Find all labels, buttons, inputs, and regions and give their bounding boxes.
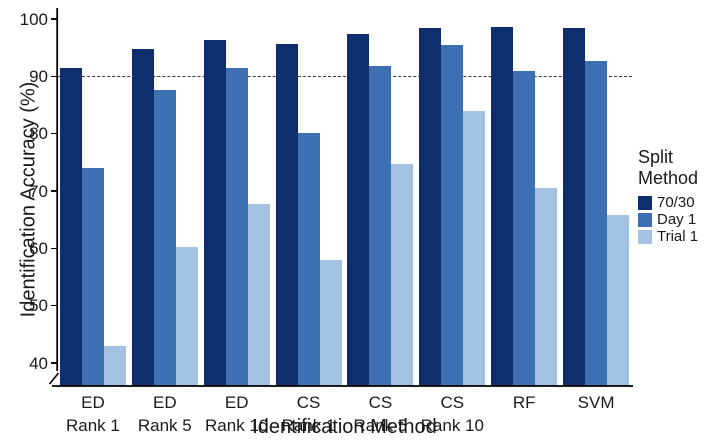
bar-trial-1-ed-rank-5 — [175, 246, 198, 386]
bar-trial-1-svm — [607, 215, 630, 386]
bar-70-30-rf — [491, 27, 514, 386]
y-tick-label-60: 60 — [29, 238, 48, 258]
bar-trial-1-cs-rank-5 — [391, 164, 414, 386]
bar-70-30-ed-rank-1 — [59, 67, 82, 386]
y-tick-mark-60 — [51, 247, 57, 250]
bar-day-1-ed-rank-5 — [153, 89, 176, 386]
x-tick-label-cs-rank-10: CS Rank 10 — [420, 393, 484, 435]
bar-day-1-ed-rank-10 — [225, 67, 248, 386]
bar-day-1-cs-rank-5 — [369, 66, 392, 386]
bar-trial-1-cs-rank-1 — [319, 259, 342, 386]
legend-item-label: Trial 1 — [657, 228, 699, 245]
legend-swatch-icon — [638, 212, 652, 227]
y-tick-mark-70 — [51, 190, 57, 192]
bar-trial-1-rf — [535, 187, 558, 386]
legend-items: 70/30 Day 1 Trial 1 — [638, 194, 698, 245]
legend-item-label: Day 1 — [657, 211, 697, 228]
bar-70-30-ed-rank-5 — [131, 49, 154, 386]
bar-day-1-cs-rank-10 — [441, 45, 464, 386]
x-tick-label-cs-rank-1: CS Rank 1 — [281, 393, 336, 435]
bar-day-1-ed-rank-1 — [81, 168, 104, 386]
x-tick-label-ed-rank-10: ED Rank 10 — [205, 393, 269, 435]
bar-trial-1-ed-rank-10 — [247, 204, 270, 386]
y-tick-label-90: 90 — [29, 66, 48, 86]
bar-trial-1-ed-rank-1 — [103, 345, 126, 386]
bar-day-1-svm — [585, 61, 608, 386]
legend-swatch-icon — [638, 195, 652, 210]
legend-swatch-icon — [638, 229, 652, 244]
bar-70-30-cs-rank-10 — [419, 28, 442, 386]
x-tick-label-ed-rank-5: ED Rank 5 — [137, 393, 192, 435]
y-tick-mark-100 — [51, 18, 57, 20]
y-tick-mark-50 — [51, 304, 57, 307]
legend-title: Split Method — [638, 147, 699, 188]
y-tick-mark-90 — [51, 75, 57, 78]
legend-item-label: 70/30 — [657, 194, 695, 211]
x-tick-label-cs-rank-5: CS Rank 5 — [353, 393, 408, 435]
legend-item-day-1: Day 1 — [638, 211, 698, 228]
x-tick-label-svm: SVM — [577, 393, 615, 412]
bar-70-30-cs-rank-1 — [275, 44, 298, 386]
x-axis-title: Identification Method — [252, 416, 437, 438]
y-tick-label-80: 80 — [29, 124, 48, 144]
reference-line-90 — [57, 76, 632, 78]
bar-day-1-rf — [513, 70, 536, 386]
x-tick-label-ed-rank-1: ED Rank 1 — [66, 393, 120, 435]
legend-item-trial-1: Trial 1 — [638, 228, 698, 245]
y-tick-label-100: 100 — [19, 9, 48, 29]
bar-70-30-ed-rank-10 — [203, 40, 226, 386]
bar-trial-1-cs-rank-10 — [463, 110, 486, 386]
bar-day-1-cs-rank-1 — [297, 132, 320, 386]
bar-70-30-svm — [563, 28, 586, 386]
legend: Split Method 70/30 Day 1 Trial 1 — [638, 147, 698, 245]
plot-area — [57, 8, 632, 386]
y-tick-label-70: 70 — [29, 181, 48, 201]
y-tick-mark-80 — [51, 132, 57, 135]
y-tick-mark-40 — [51, 362, 57, 364]
y-tick-label-50: 50 — [29, 296, 48, 316]
legend-item-70-30: 70/30 — [638, 194, 698, 211]
y-tick-label-40: 40 — [29, 353, 48, 373]
x-tick-label-rf: RF — [512, 393, 536, 412]
bar-70-30-cs-rank-5 — [347, 33, 370, 386]
